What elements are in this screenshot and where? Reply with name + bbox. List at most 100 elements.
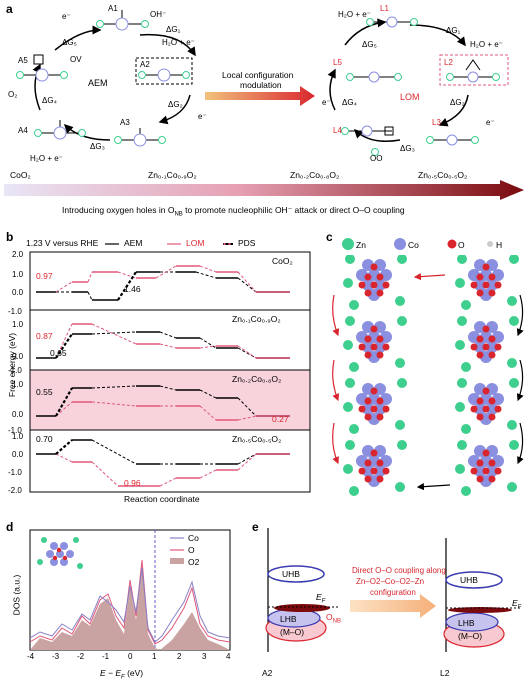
left-name: A2 bbox=[262, 668, 273, 678]
right-uhb-label: UHB bbox=[460, 575, 478, 585]
dos-legend-o: O bbox=[188, 545, 195, 555]
tick-row1-c: 0.0 bbox=[12, 288, 24, 297]
modulation-text-1: Local configuration bbox=[222, 70, 294, 80]
dos-xtick-8: 3 bbox=[202, 652, 207, 661]
modulation-arrow bbox=[205, 86, 315, 106]
lom-l1-label: L1 bbox=[380, 4, 389, 13]
row4-lom-pds: 0.96 bbox=[124, 478, 141, 488]
aem-title: AEM bbox=[88, 78, 108, 88]
left-uhb-label: UHB bbox=[282, 569, 300, 579]
panel-b-legend-lines bbox=[105, 243, 233, 245]
lom-l4-fragment bbox=[341, 125, 394, 156]
row1-aem bbox=[36, 271, 290, 301]
composition-gradient-arrow bbox=[4, 180, 524, 200]
panel-a-diagram bbox=[16, 10, 509, 156]
aem-dg3: ΔG₃ bbox=[90, 142, 105, 151]
tick-row3-a: -1.0 bbox=[8, 366, 22, 375]
aem-a1-fragment bbox=[96, 10, 149, 31]
lom-dg1: ΔG₁ bbox=[446, 26, 461, 35]
tick-row1-a: 2.0 bbox=[12, 250, 24, 259]
legend-aem: AEM bbox=[124, 238, 143, 248]
lom-oo: OO bbox=[370, 154, 383, 163]
aem-cycle-arc-2 bbox=[158, 94, 191, 125]
aem-oh-top: OH⁻ bbox=[150, 10, 167, 19]
lom-cycle-arc-2 bbox=[438, 94, 469, 127]
aem-cycle-arc-4 bbox=[32, 63, 41, 111]
right-uhb bbox=[445, 571, 503, 589]
panel-d-xlabel: E − EF (eV) bbox=[100, 668, 144, 681]
left-lhb-label: LHB bbox=[280, 614, 297, 624]
right-lhb-label: LHB bbox=[458, 618, 475, 628]
aem-a2-dashed-box bbox=[135, 57, 193, 85]
aem-a4-label: A4 bbox=[18, 126, 28, 135]
panel-e-label: e bbox=[252, 520, 259, 534]
tick-row4-e: -2.0 bbox=[8, 486, 22, 495]
lom-h2o-e-right: H₂O + e⁻ bbox=[470, 40, 503, 49]
lom-h2o-e-top: H₂O + e⁻ bbox=[338, 10, 371, 19]
row1-lom-pds: 0.97 bbox=[36, 271, 53, 281]
composition-coo2: CoO₂ bbox=[10, 170, 31, 180]
dos-legend-o2: O2 bbox=[188, 557, 200, 567]
aem-a1-label: A1 bbox=[108, 4, 118, 13]
legend-potential: 1.23 V versus RHE bbox=[26, 238, 99, 248]
row1-lom bbox=[55, 265, 290, 293]
aem-a5-fragment bbox=[16, 54, 68, 82]
lom-cycle-arc-5 bbox=[344, 18, 387, 46]
tick-row2-c: 0.0 bbox=[12, 352, 24, 361]
panel-a-label: a bbox=[6, 2, 13, 16]
aem-a2-fragment bbox=[138, 68, 190, 82]
row2-name: Zn₀.₁Co₀.₉O₂ bbox=[232, 314, 281, 324]
aem-a3-fragment bbox=[114, 128, 166, 147]
aem-dg4: ΔG₄ bbox=[42, 96, 57, 105]
e-arrow-text-3: configuration bbox=[370, 588, 416, 597]
dos-xtick-3: -2 bbox=[77, 652, 85, 661]
dos-legend-swatches bbox=[170, 537, 184, 564]
row3-lom-pds: 0.27 bbox=[272, 414, 289, 424]
dos-co-line bbox=[29, 567, 231, 643]
aem-dg2: ΔG₂ bbox=[168, 100, 183, 109]
lom-cycle-arc-4 bbox=[327, 68, 336, 111]
tick-row3-b: 1.0 bbox=[12, 380, 24, 389]
panel-b-label: b bbox=[6, 230, 14, 244]
row2-lom-pds: 0.87 bbox=[36, 331, 53, 341]
panel-c-legend bbox=[342, 238, 493, 250]
modulation-text-2: modulation bbox=[240, 80, 282, 90]
aem-a4-fragment bbox=[34, 120, 86, 140]
dos-xtick-5: 0 bbox=[128, 652, 133, 661]
lom-cycle-arc-1 bbox=[409, 24, 466, 47]
gradient-caption: Introducing oxygen holes in ONB to promo… bbox=[62, 205, 405, 218]
legend-zn: Zn bbox=[356, 240, 366, 250]
composition-zn02: Zn₀.₂Co₀.₈O₂ bbox=[290, 170, 340, 180]
panel-b-energy-plots bbox=[29, 251, 311, 493]
row2-lom bbox=[55, 323, 290, 359]
aem-a3-label: A3 bbox=[120, 118, 130, 127]
lom-e-right: e⁻ bbox=[486, 118, 495, 127]
aem-cycle-arc-5 bbox=[54, 25, 102, 51]
lom-l2-dashed-box bbox=[439, 54, 509, 86]
row2-aem bbox=[36, 331, 290, 359]
aem-dg5: ΔG₅ bbox=[62, 38, 77, 47]
row2-aem-pds: 0.65 bbox=[50, 348, 67, 358]
legend-co: Co bbox=[408, 240, 419, 250]
row4-lom bbox=[55, 453, 290, 487]
tick-row2-a: -1.0 bbox=[8, 307, 22, 316]
row3-lom bbox=[55, 401, 290, 421]
legend-o: O bbox=[458, 240, 465, 250]
lom-dg4: ΔG₄ bbox=[342, 98, 357, 107]
aem-a5-label: A5 bbox=[18, 56, 28, 65]
lom-cycle-arc-3 bbox=[353, 128, 401, 142]
e-arrow-text-1: Direct O–O coupling along bbox=[352, 566, 446, 575]
left-onb-label: ONB bbox=[326, 612, 341, 625]
dos-xtick-6: 1 bbox=[152, 652, 157, 661]
highlight-zn02 bbox=[30, 370, 310, 430]
left-onb bbox=[274, 604, 330, 612]
aem-h2o-e-bottom: H₂O + e⁻ bbox=[30, 154, 63, 163]
dos-xtick-1: -4 bbox=[27, 652, 35, 661]
lom-l2-label: L2 bbox=[444, 58, 453, 67]
dos-xtick-2: -3 bbox=[52, 652, 60, 661]
lom-dg5: ΔG₅ bbox=[362, 40, 377, 49]
panel-c-structures bbox=[332, 255, 524, 496]
dos-xtick-7: 2 bbox=[177, 652, 182, 661]
dos-xtick-4: -1 bbox=[102, 652, 110, 661]
composition-zn05: Zn₀.₅Co₀.₅O₂ bbox=[418, 170, 468, 180]
